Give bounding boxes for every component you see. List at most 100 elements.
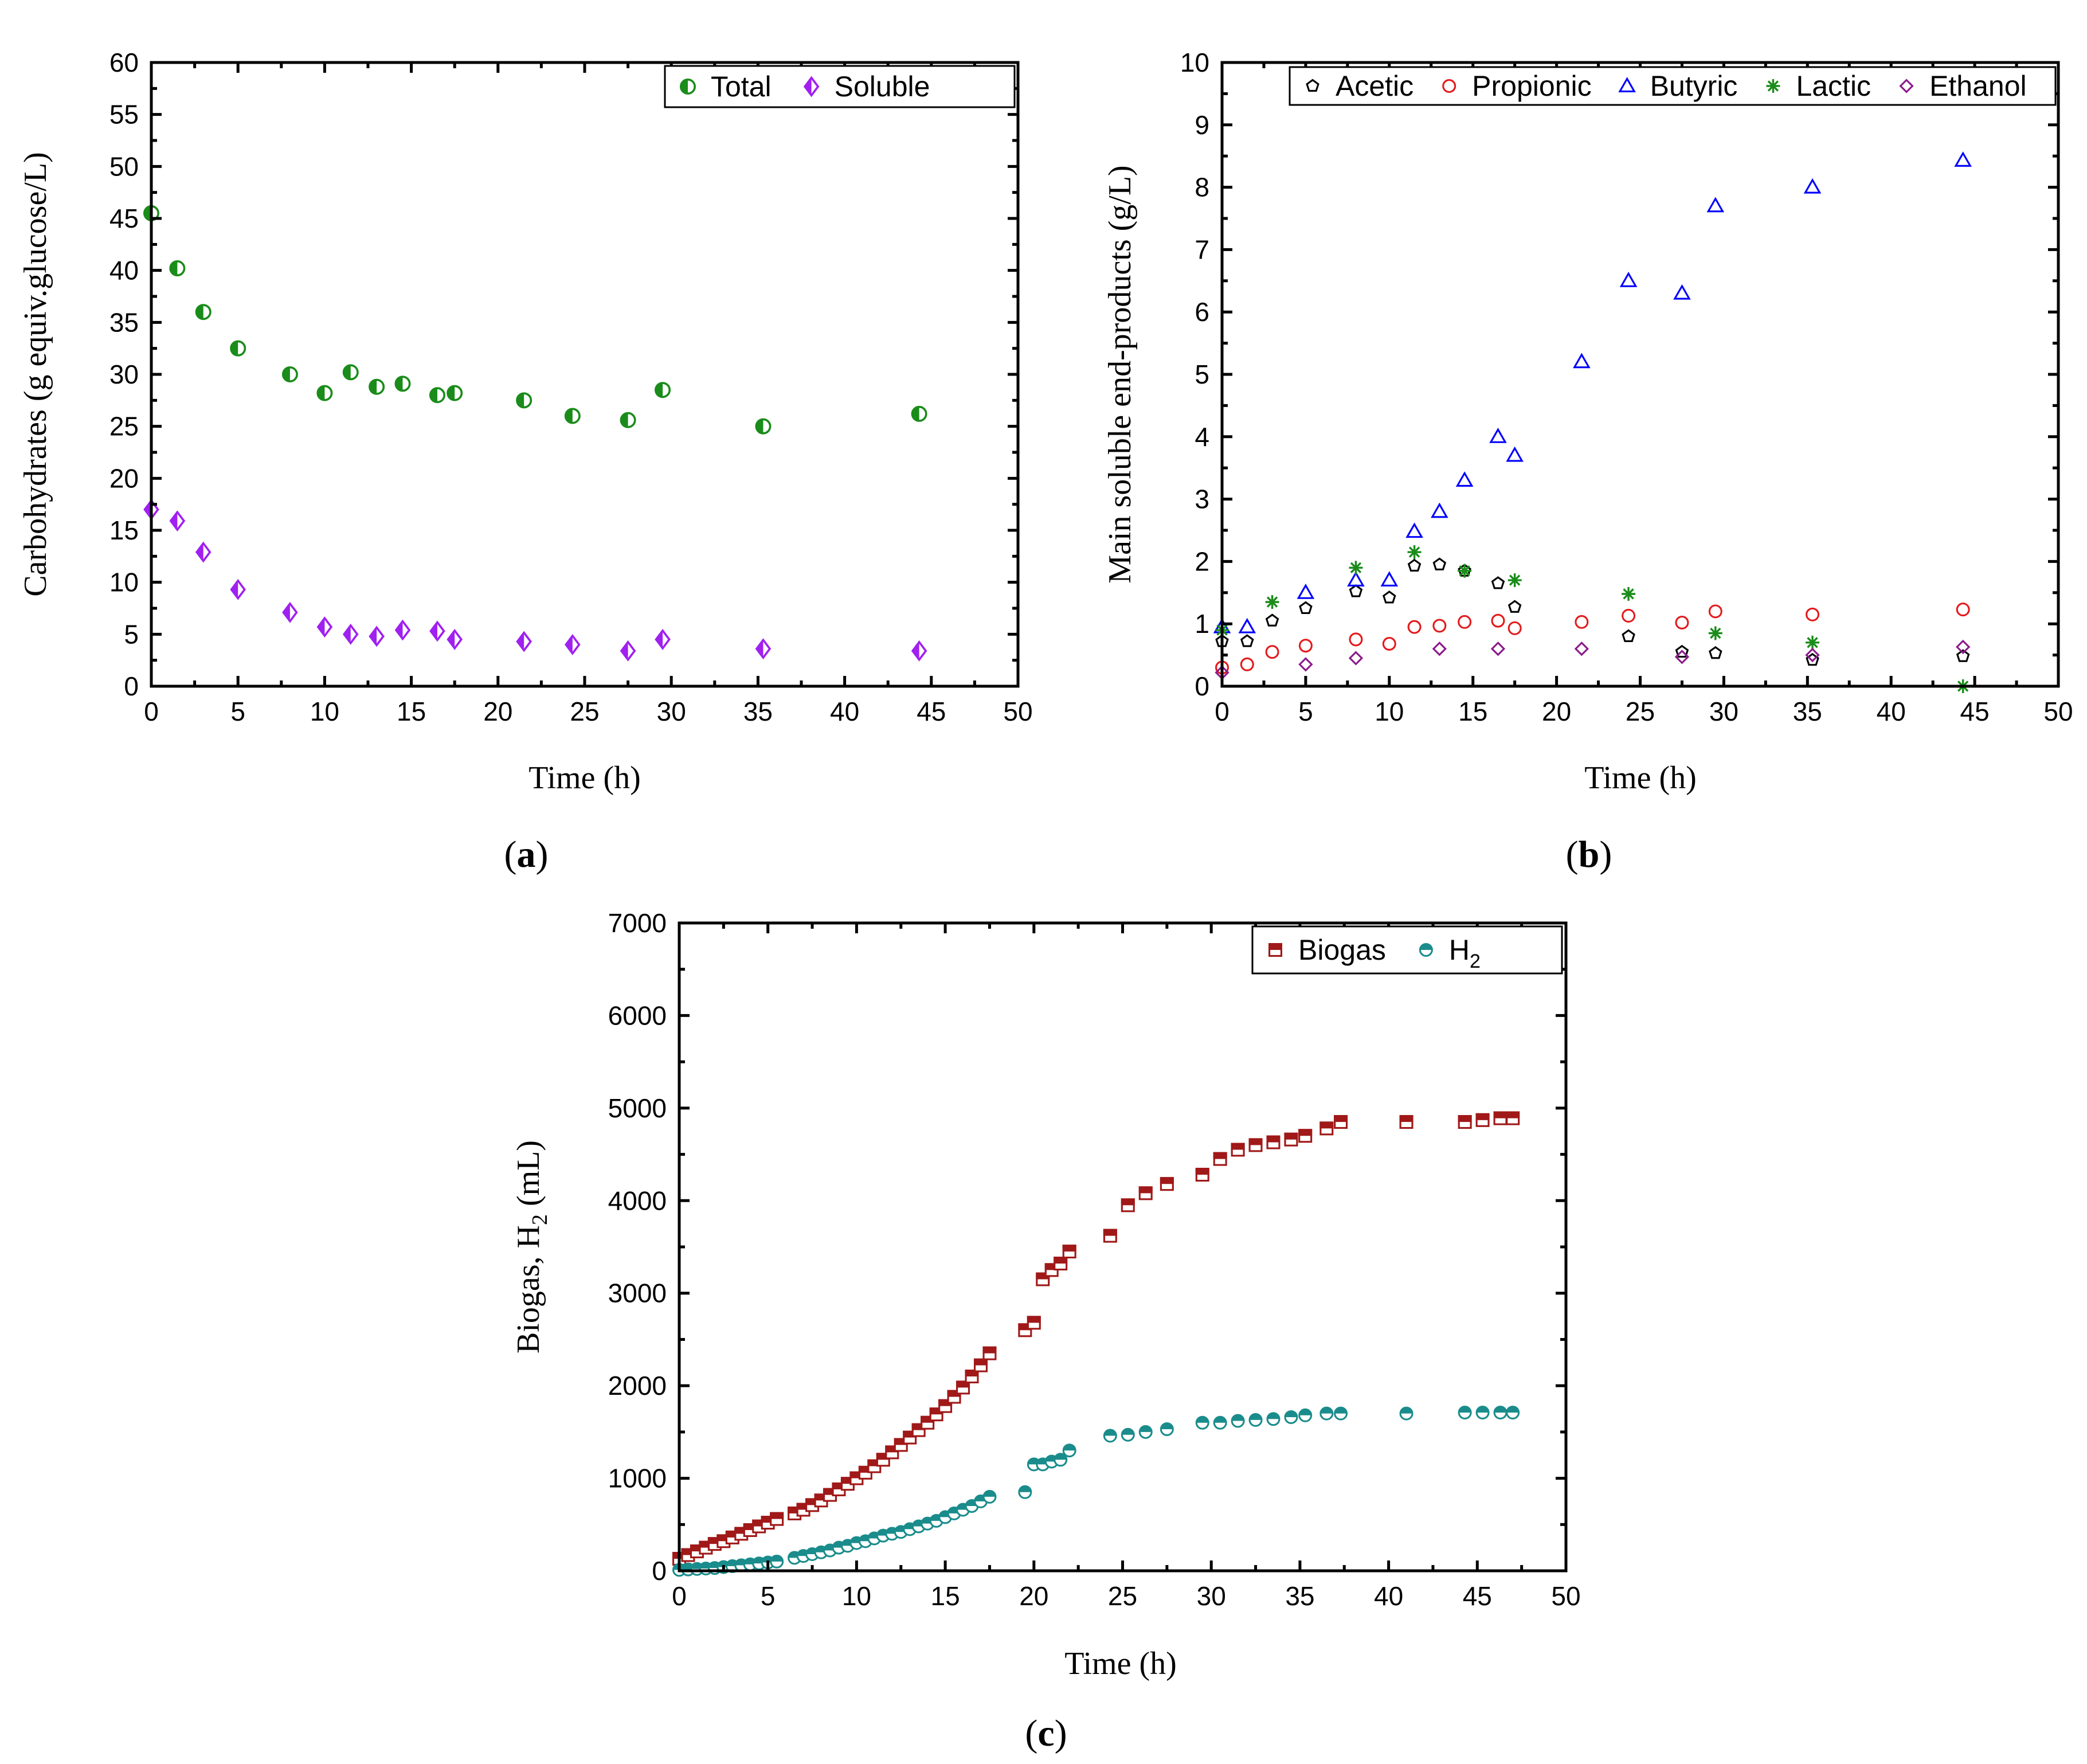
data-point-total [230, 340, 246, 357]
data-point-propionic [1382, 637, 1396, 651]
y-tick-label: 5 [1195, 359, 1209, 389]
x-tick-label: 0 [1215, 697, 1230, 726]
legend-marker [1306, 79, 1319, 92]
legend-box [664, 65, 1016, 108]
y-tick-label: 1 [1195, 609, 1209, 639]
y-tick-label: 4 [1195, 422, 1209, 452]
y-tick-label: 0 [1195, 671, 1209, 701]
data-point-propionic [1491, 613, 1505, 628]
x-tick-label: 35 [1793, 697, 1822, 726]
x-tick-label: 0 [144, 697, 159, 726]
legend-label: Acetic [1336, 70, 1413, 102]
data-point-biogas [1399, 1115, 1413, 1129]
panel-c-legend: Biogas H2 [1251, 925, 1563, 975]
data-point-total [447, 385, 463, 401]
data-point-total [655, 382, 671, 398]
data-point-biogas [1027, 1316, 1041, 1330]
data-point-biogas [1266, 1135, 1281, 1149]
legend-label: Total [711, 71, 772, 103]
y-tick-label: 1000 [608, 1464, 667, 1493]
data-point-acetic [1299, 601, 1313, 615]
data-point-acetic [1265, 613, 1279, 627]
legend-marker [1618, 77, 1636, 93]
data-point-soluble [516, 631, 532, 652]
data-point-propionic [1675, 616, 1689, 630]
data-point-propionic [1407, 620, 1422, 634]
data-point-propionic [1458, 615, 1472, 629]
x-tick-label: 35 [743, 697, 773, 726]
data-point-ethanol [1674, 650, 1690, 664]
y-tick-label: 20 [109, 463, 139, 493]
x-tick-label: 25 [1108, 1581, 1137, 1611]
data-point-h2 [1248, 1413, 1263, 1427]
data-point-butyric [1673, 284, 1691, 300]
data-point-h2 [1062, 1444, 1076, 1458]
data-point-biogas [1334, 1115, 1348, 1129]
data-point-total [564, 408, 581, 424]
y-tick-label: 40 [109, 256, 139, 285]
data-point-h2 [1298, 1408, 1313, 1422]
panel-c-y-axis-label: Biogas, H2 (mL) [511, 1140, 552, 1354]
data-point-h2 [1458, 1405, 1472, 1419]
series-total [143, 205, 927, 435]
data-point-total [281, 366, 298, 383]
data-point-soluble [620, 640, 636, 662]
panel-a-y-axis-label: Carbohydrates (g equiv.glucose/L) [18, 152, 53, 596]
data-point-ethanol [1348, 651, 1364, 666]
data-point-butyric [1238, 617, 1256, 633]
x-tick-label: 50 [2043, 697, 2073, 726]
data-point-butyric [1347, 571, 1365, 587]
data-point-propionic [1806, 607, 1820, 621]
panel-b-label: (b) [1566, 834, 1612, 875]
y-tick-label: 55 [109, 100, 139, 130]
y-tick-label: 2000 [608, 1371, 667, 1401]
data-point-butyric [1573, 353, 1591, 369]
y-tick-label: 10 [109, 568, 139, 597]
data-point-total [516, 392, 532, 409]
data-point-butyric [1706, 197, 1725, 213]
legend-label: Butyric [1650, 70, 1738, 102]
data-point-lactic [1349, 561, 1363, 575]
data-point-propionic [1240, 657, 1254, 671]
panel-b-y-axis-label: Main soluble end-products (g/L) [1102, 165, 1138, 583]
legend-marker [803, 76, 820, 97]
y-tick-label: 25 [109, 412, 139, 441]
data-point-biogas [1213, 1152, 1227, 1166]
data-point-biogas [770, 1512, 784, 1526]
x-tick-label: 45 [1960, 697, 1990, 726]
x-tick-label: 35 [1285, 1581, 1314, 1611]
data-point-biogas [947, 1390, 961, 1404]
data-point-h2 [1138, 1425, 1153, 1439]
data-point-biogas [1506, 1111, 1520, 1125]
y-tick-label: 6000 [608, 1000, 667, 1030]
panel-b-x-axis-label: Time (h) [1584, 760, 1697, 796]
data-point-h2 [1284, 1410, 1298, 1425]
data-point-h2 [1475, 1405, 1490, 1419]
legend-label: Soluble [835, 71, 930, 103]
data-point-soluble [755, 638, 772, 660]
data-point-total [316, 385, 333, 401]
legend-marker [1766, 79, 1780, 93]
data-point-ethanol [1956, 639, 1971, 655]
y-tick-label: 0 [124, 671, 139, 701]
data-point-lactic [1806, 635, 1820, 650]
legend-item-h2: H2 [1419, 934, 1481, 972]
legend-label: Lactic [1796, 70, 1871, 102]
data-point-h2 [1266, 1412, 1281, 1426]
x-tick-label: 10 [1375, 697, 1404, 726]
y-tick-label: 30 [109, 359, 139, 389]
series-propionic [1215, 603, 1970, 675]
legend-box [1251, 925, 1563, 975]
y-tick-label: 50 [109, 151, 139, 181]
data-point-h2 [1319, 1406, 1334, 1421]
x-tick-label: 15 [397, 697, 426, 726]
y-tick-label: 8 [1195, 173, 1209, 202]
x-tick-label: 10 [310, 697, 339, 726]
y-tick-label: 2 [1195, 546, 1209, 576]
x-tick-label: 25 [1626, 697, 1655, 726]
x-tick-label: 20 [1019, 1581, 1048, 1611]
x-tick-label: 25 [570, 697, 599, 726]
y-tick-label: 6 [1195, 297, 1209, 327]
data-point-butyric [1405, 522, 1423, 538]
